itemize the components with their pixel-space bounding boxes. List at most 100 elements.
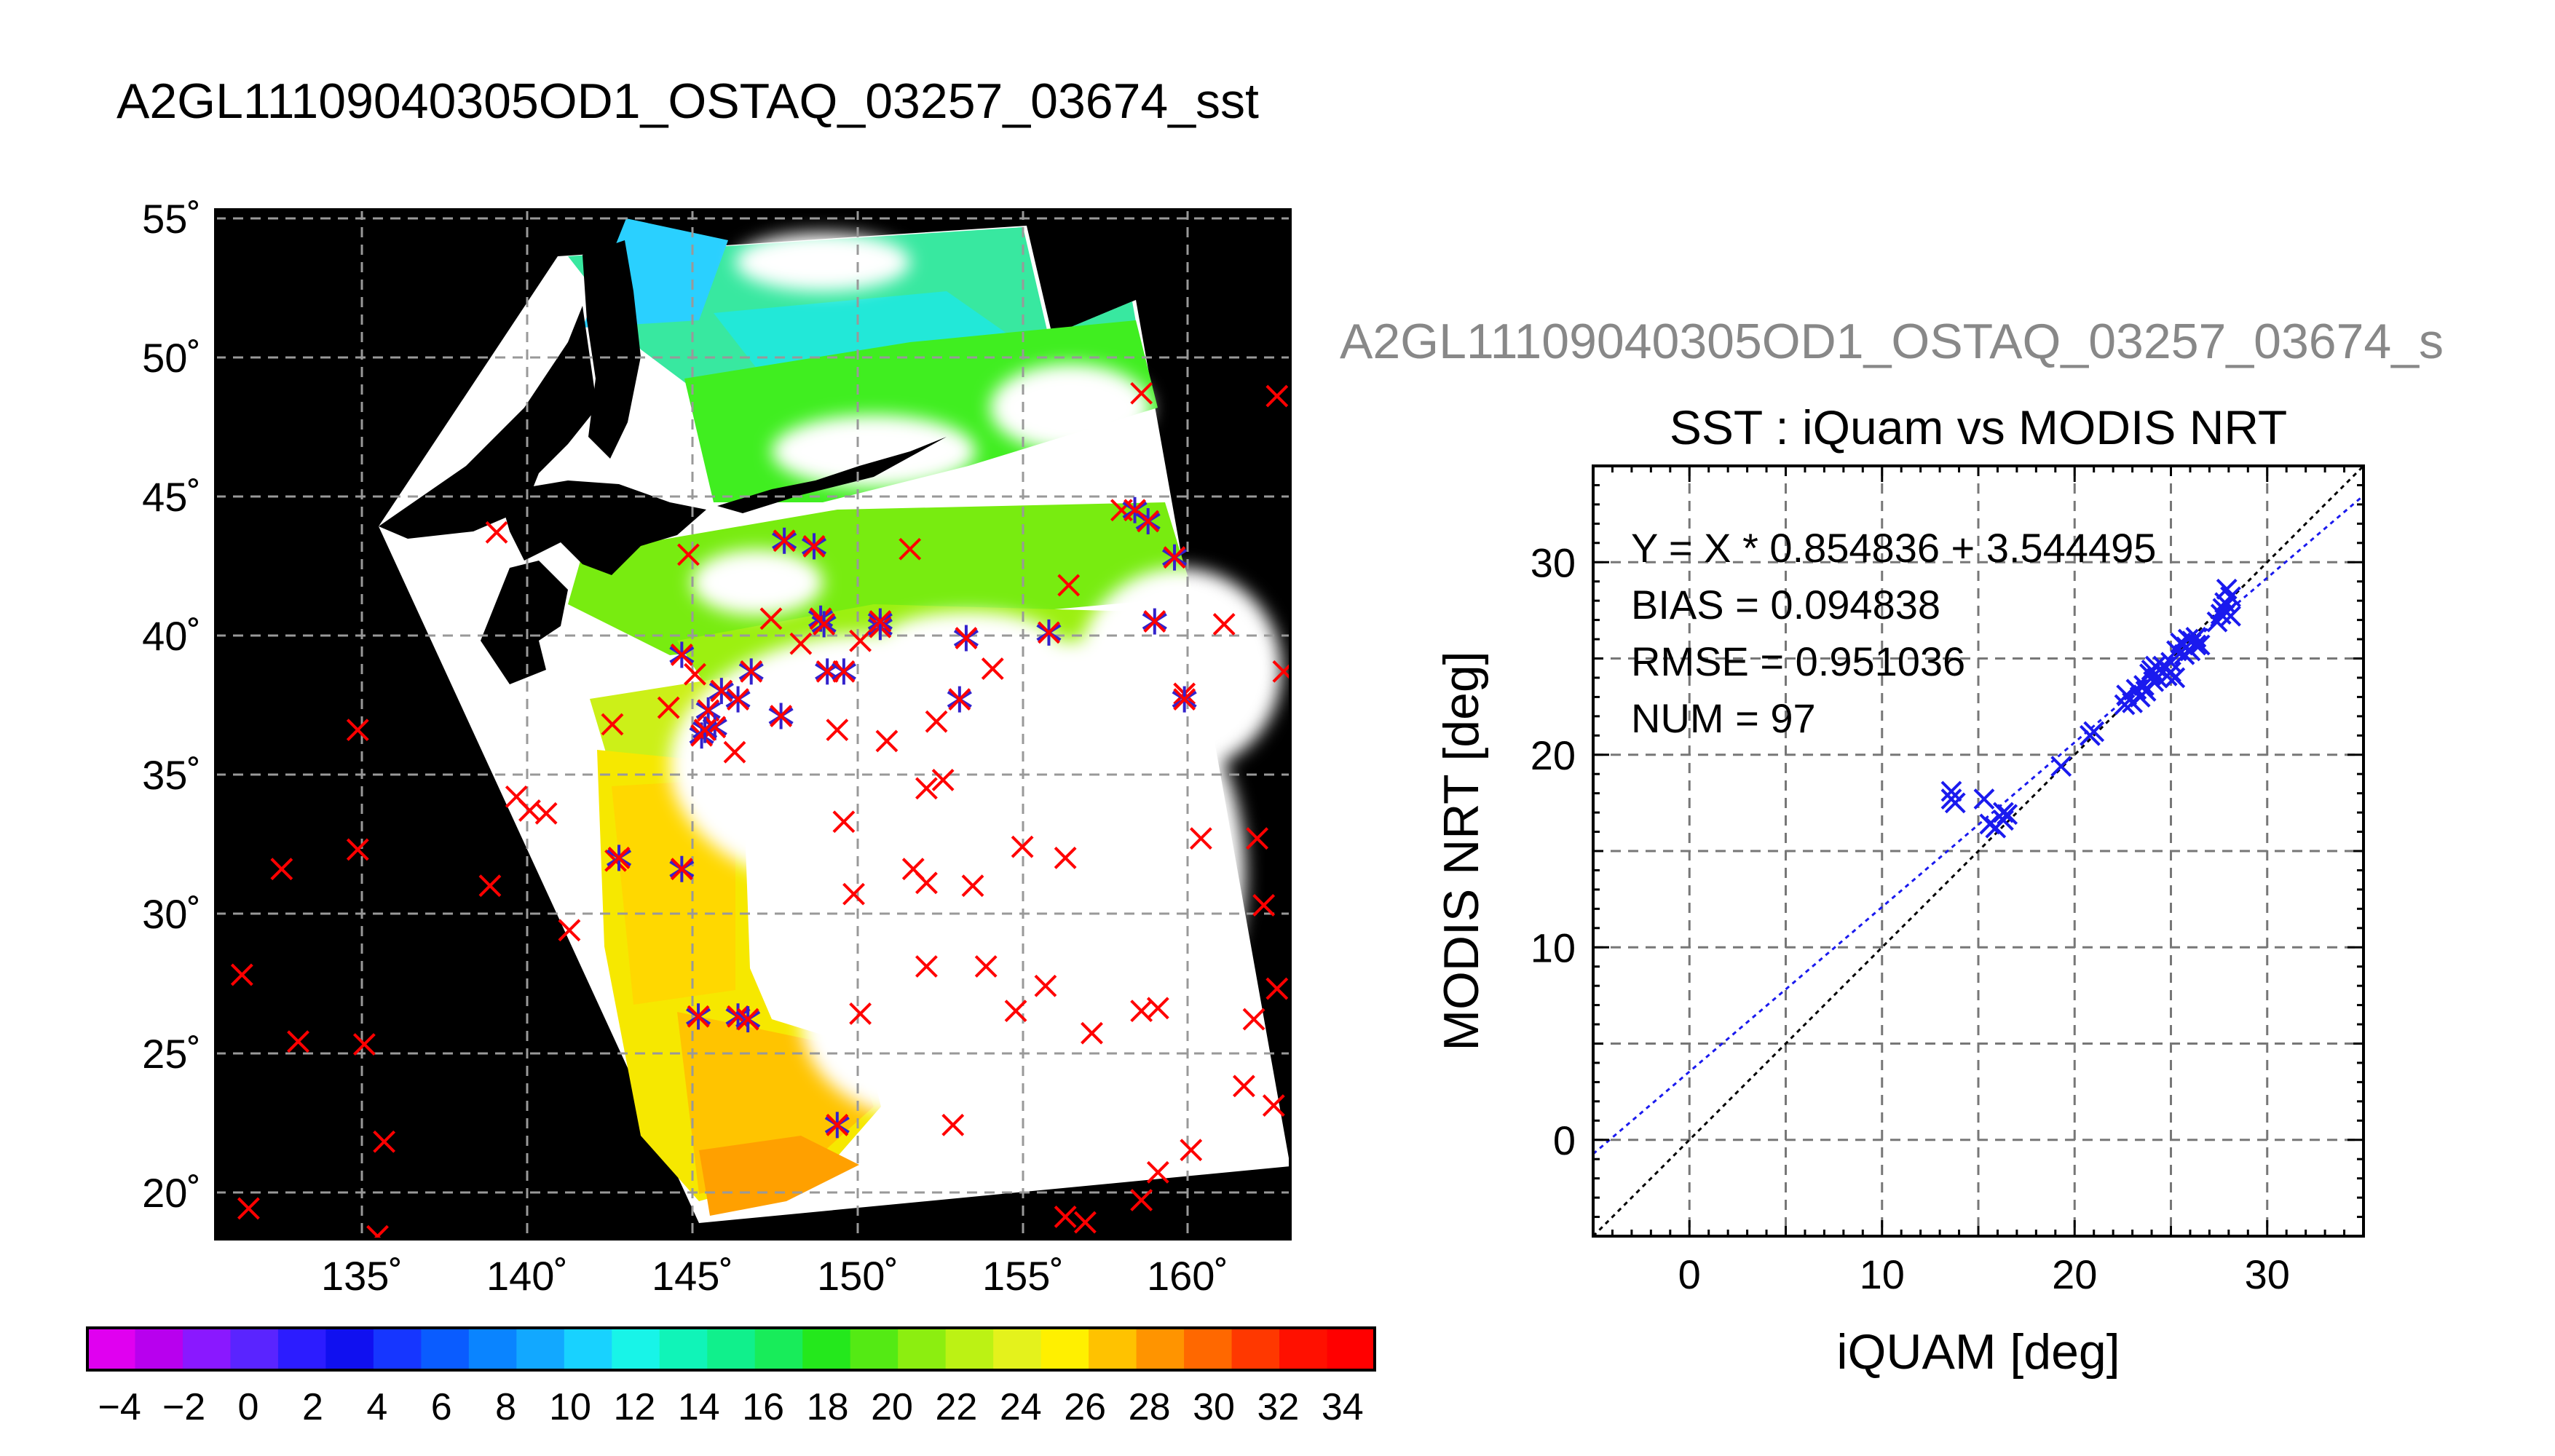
observation-marker (1233, 1075, 1255, 1098)
scatter-y-tick-label: 20 (1531, 732, 1576, 778)
colorbar-tick-label: 30 (1193, 1386, 1235, 1428)
observation-marker (1074, 1211, 1097, 1234)
colorbar-cell (468, 1328, 518, 1370)
regression-line (1593, 494, 2364, 1155)
observation-marker (237, 1197, 260, 1220)
observation-marker (346, 719, 369, 742)
scatter-point (2135, 681, 2157, 702)
landmass-honshu (481, 561, 568, 684)
observation-marker (287, 1030, 309, 1053)
scatter-y-tick-label: 0 (1553, 1117, 1576, 1163)
observation-marker (1130, 381, 1153, 405)
scatter-point (2144, 655, 2166, 677)
scatter-header-title: A2GL11109040305OD1_OSTAQ_03257_03674_s (1340, 314, 2444, 369)
observation-marker (1011, 835, 1034, 858)
map-y-tick-label: 55˚ (142, 196, 201, 242)
scatter-x-axis-label: iQUAM [deg] (1836, 1324, 2120, 1380)
observation-marker (1262, 1094, 1285, 1117)
matched-marker (669, 641, 695, 668)
colorbar-tick-label: 22 (935, 1386, 977, 1428)
observation-marker (230, 963, 253, 986)
colorbar-tick-label: 34 (1322, 1386, 1364, 1428)
colorbar-tick-label: −4 (98, 1386, 141, 1428)
colorbar-cell (182, 1328, 232, 1370)
observation-marker (1130, 1189, 1153, 1211)
colorbar-cell (277, 1328, 327, 1370)
colorbar-tick-label: 8 (495, 1386, 516, 1428)
scatter-tick-labels: 0 10 20 30 0 10 20 30 (1531, 539, 2290, 1297)
scatter-x-tick-label: 0 (1678, 1251, 1701, 1297)
matched-marker (708, 678, 734, 705)
observation-marker (875, 729, 899, 753)
observation-marker (1272, 660, 1290, 683)
scatter-x-tick-label: 30 (2245, 1251, 2290, 1297)
colorbar-tick-label: 32 (1257, 1386, 1299, 1428)
scatter-x-tick-label: 10 (1860, 1251, 1905, 1297)
observation-marker (1265, 384, 1289, 408)
colorbar-cell (1040, 1328, 1090, 1370)
matched-marker (801, 533, 827, 560)
scatter-title: SST : iQuam vs MODIS NRT (1670, 400, 2287, 454)
matched-marker (1172, 686, 1197, 713)
observation-marker (849, 1002, 872, 1025)
colorbar-cell (564, 1328, 613, 1370)
map-y-tick-label: 30˚ (142, 891, 201, 937)
scatter-point (1992, 810, 2014, 831)
colorbar-cell (754, 1328, 804, 1370)
map-x-tick-label: 155˚ (982, 1253, 1064, 1299)
colorbar-cell (993, 1328, 1042, 1370)
matched-marker (725, 686, 751, 713)
observation-marker (352, 1033, 376, 1056)
matched-marker (811, 611, 837, 638)
observation-marker (849, 629, 872, 652)
observation-marker (677, 543, 700, 566)
landmass-mainland (379, 306, 597, 539)
observation-marker (915, 871, 938, 895)
matched-marker (953, 625, 979, 652)
colorbar-cell (945, 1328, 995, 1370)
colorbar-cell (516, 1328, 565, 1370)
observation-marker (899, 537, 922, 561)
observation-marker (961, 874, 984, 898)
scatter-point (1973, 788, 1995, 810)
observation-marker (366, 1224, 389, 1239)
colorbar-tick-label: 20 (871, 1386, 913, 1428)
map-frame (214, 208, 1292, 1241)
scatter-point (2220, 605, 2241, 627)
map-x-tick-label: 150˚ (817, 1253, 899, 1299)
map-markers (230, 381, 1290, 1239)
observation-marker (723, 740, 746, 764)
observation-marker (925, 710, 948, 733)
observation-marker (1146, 1160, 1169, 1184)
colorbar-cell (707, 1328, 756, 1370)
observation-marker (478, 874, 502, 898)
landmass-hokkaido (495, 480, 706, 575)
observation-marker (1034, 974, 1057, 997)
scatter-point (2185, 626, 2207, 648)
scatter-point (2216, 578, 2238, 600)
matched-marker (772, 527, 797, 554)
scatter-point (2173, 644, 2195, 665)
colorbar-tick-label: 10 (549, 1386, 591, 1428)
colorbar-cell (612, 1328, 660, 1370)
matched-marker (1142, 608, 1167, 635)
colorbar-tick-label: 2 (302, 1386, 323, 1428)
observation-marker (789, 632, 813, 655)
observation-marker (1252, 893, 1276, 917)
observation-marker (1054, 847, 1077, 869)
observation-marker (1246, 827, 1268, 850)
colorbar-cell (850, 1328, 899, 1370)
map-x-tick-label: 135˚ (321, 1253, 403, 1299)
colorbar-tick-label: 6 (431, 1386, 452, 1428)
observation-marker (601, 713, 624, 736)
matched-marker (607, 844, 632, 871)
colorbar-tick-label: 14 (678, 1386, 720, 1428)
observation-marker (485, 521, 508, 544)
colorbar-tick-label: −2 (162, 1386, 205, 1428)
colorbar-tick-label: 28 (1129, 1386, 1171, 1428)
identity-line (1593, 466, 2364, 1236)
scatter-y-tick-label: 10 (1531, 925, 1576, 970)
map-x-tick-label: 145˚ (652, 1253, 733, 1299)
colorbar-tick-label: 24 (1000, 1386, 1042, 1428)
map-y-tick-label: 20˚ (142, 1170, 201, 1216)
